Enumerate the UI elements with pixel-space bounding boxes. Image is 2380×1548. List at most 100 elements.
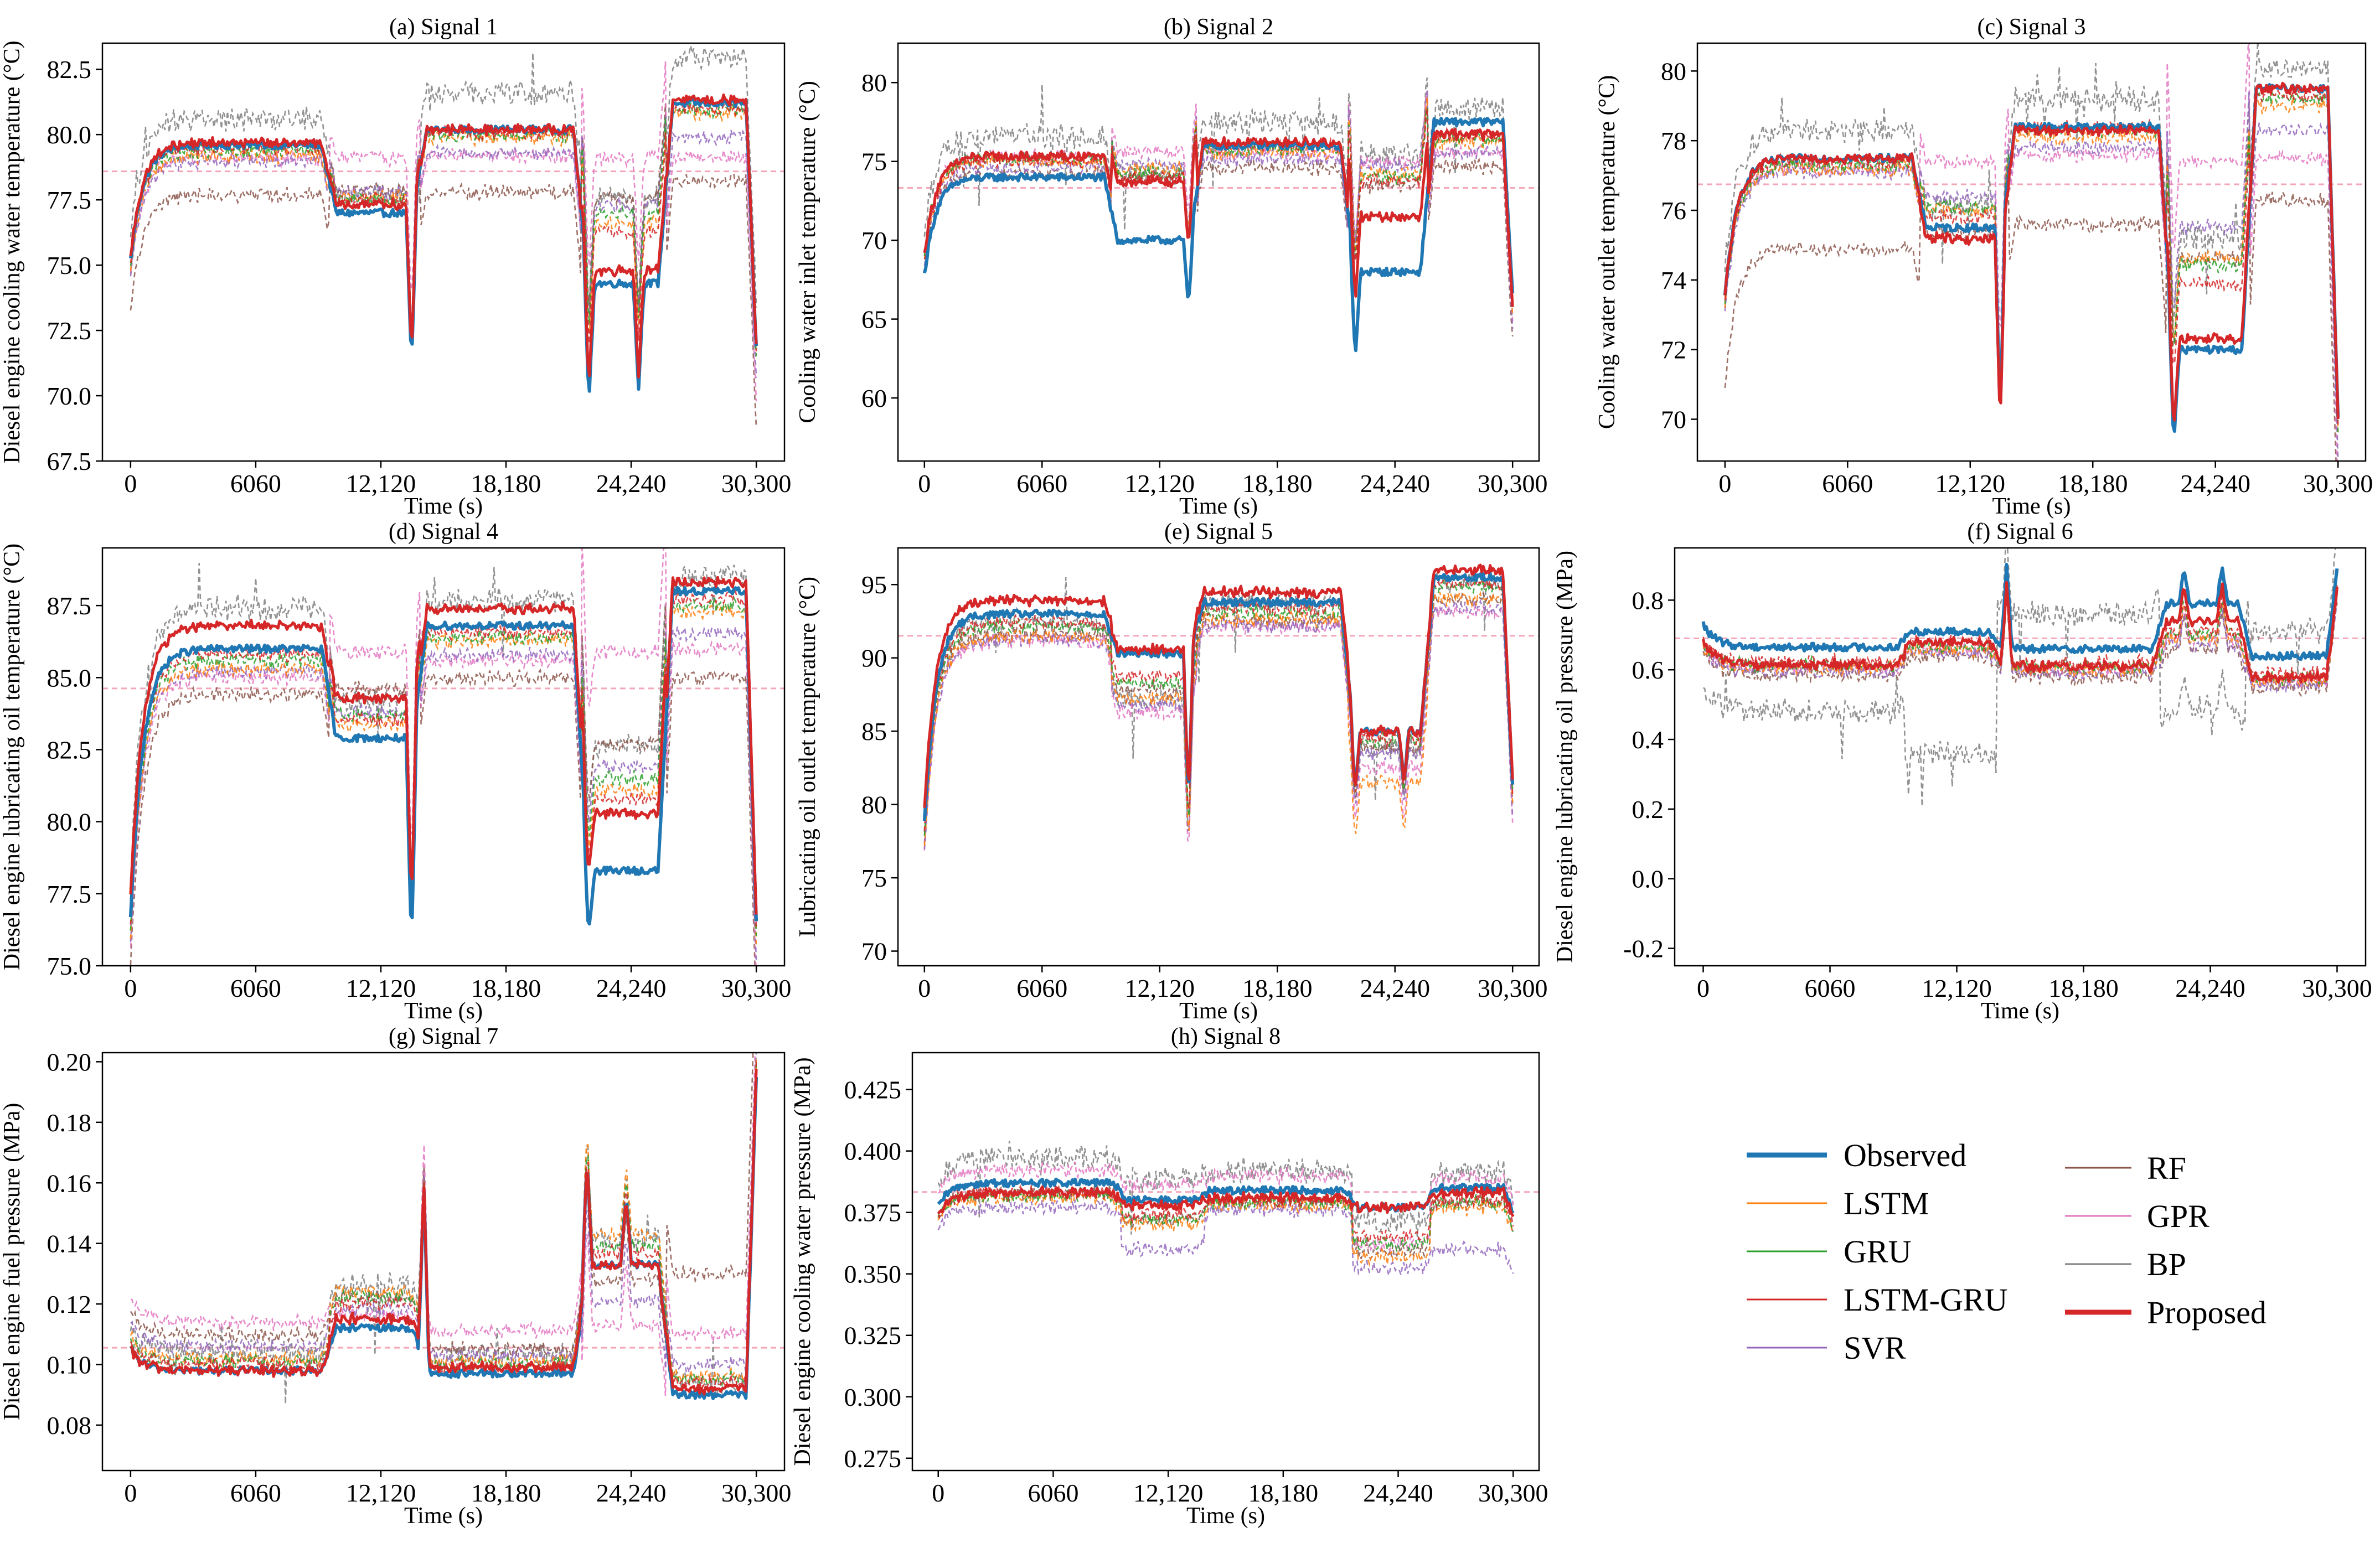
y-axis: 70 75 80 85 90 95 Lubricating oil outlet tempe…: [795, 571, 898, 966]
legend-item-gru: GRU: [1747, 1234, 1911, 1270]
legend-item-lstm-gru: LSTM-GRU: [1747, 1282, 2007, 1318]
x-tick-label: 0: [932, 1479, 944, 1507]
legend-label-lstm: LSTM: [1844, 1185, 1929, 1221]
series-observed: [129, 1076, 758, 1400]
axes-frame: [1696, 42, 2367, 462]
series-lstm-gru: [1702, 579, 2338, 682]
x-tick-label: 6060: [230, 469, 281, 498]
y-tick-label: 70: [861, 938, 887, 966]
x-tick-label: 6060: [1028, 1479, 1078, 1507]
x-axis-label: Time (s): [404, 494, 483, 519]
panel-title: (g) Signal 7: [389, 1024, 498, 1049]
y-tick-label: 72: [1661, 336, 1686, 364]
x-axis: 0 6060 12,120 18,180 24,240 30,300 Time (s): [124, 1471, 791, 1529]
series-gpr: [130, 548, 757, 966]
panel-signal-8: 0 6060 12,120 18,180 24,240 30,300 Time (s) 0.2…: [790, 1024, 1548, 1529]
y-tick-label: 0.275: [844, 1445, 902, 1473]
x-tick-label: 0: [918, 469, 931, 498]
x-tick-label: 12,120: [1922, 974, 1992, 1002]
series-lstm: [1702, 583, 2338, 689]
legend-label-observed: Observed: [1844, 1137, 1966, 1173]
y-tick-label: 0.16: [47, 1169, 92, 1197]
x-tick-label: 18,180: [471, 469, 541, 498]
y-tick-label: 82.5: [47, 55, 92, 84]
x-tick-label: 0: [124, 1479, 137, 1507]
x-tick-label: 12,120: [1125, 974, 1195, 1002]
x-tick-label: 24,240: [1360, 974, 1430, 1002]
axes-frame: [101, 42, 786, 462]
legend-item-observed: Observed: [1747, 1137, 1966, 1173]
x-tick-label: 6060: [230, 1479, 281, 1507]
axes-frame: [101, 1052, 786, 1472]
series-gru: [937, 1185, 1514, 1253]
legend-label-gru: GRU: [1844, 1234, 1911, 1270]
x-axis: 0 6060 12,120 18,180 24,240 30,300 Time (s): [932, 1471, 1548, 1529]
panel-title: (e) Signal 5: [1164, 519, 1273, 545]
y-tick-label: 72.5: [47, 317, 92, 345]
x-tick-label: 12,120: [346, 469, 416, 498]
x-axis: 0 6060 12,120 18,180 24,240 30,300 Time (s): [1697, 966, 2372, 1024]
x-tick-label: 0: [1697, 974, 1710, 1002]
series-lstm-gru: [923, 108, 1514, 303]
legend-label-rf: RF: [2147, 1150, 2186, 1186]
series-gpr: [1724, 43, 2338, 461]
y-tick-label: 78: [1661, 127, 1686, 155]
y-tick-label: 0.20: [47, 1048, 92, 1076]
x-tick-label: 30,300: [721, 974, 792, 1002]
y-tick-label: 74: [1661, 266, 1686, 294]
plot-area: [102, 45, 784, 428]
legend-item-svr: SVR: [1747, 1330, 1906, 1366]
x-tick-label: 6060: [230, 974, 281, 1002]
axes-frame: [897, 42, 1540, 462]
series-svr: [1724, 91, 2339, 459]
x-axis: 0 6060 12,120 18,180 24,240 30,300 Time (s): [124, 461, 791, 519]
y-tick-label: 85.0: [47, 664, 92, 692]
axes-frame: [911, 1052, 1540, 1472]
y-tick-label: 0.8: [1632, 586, 1664, 614]
y-tick-label: 77.5: [47, 186, 92, 214]
legend-item-bp: BP: [2065, 1246, 2186, 1282]
series-lstm: [130, 1059, 757, 1384]
y-axis-label: Diesel engine fuel pressure (MPa): [0, 1103, 25, 1421]
x-axis-label: Time (s): [1179, 998, 1258, 1024]
series-gpr: [130, 1053, 756, 1396]
x-tick-label: 12,120: [1935, 469, 2006, 498]
series-observed: [1701, 563, 2339, 661]
series-proposed: [129, 93, 758, 379]
legend-label-svr: SVR: [1844, 1330, 1906, 1366]
series-rf: [130, 1053, 754, 1360]
series-lstm: [923, 97, 1514, 315]
series-rf: [130, 605, 756, 966]
x-axis-label: Time (s): [1186, 1503, 1265, 1529]
y-tick-label: 0.300: [844, 1383, 902, 1411]
legend: Observed LSTM GRU LSTM-GRU SVR RF GPR B: [1747, 1137, 2267, 1366]
plot-area: [1675, 548, 2366, 807]
y-tick-label: 0.4: [1632, 726, 1664, 754]
y-tick-label: 70: [861, 226, 887, 255]
y-tick-label: 0.14: [47, 1230, 92, 1258]
y-axis: 67.5 70.0 72.5 75.0 77.5 80.0 82.5 Diesel engin…: [0, 40, 102, 475]
x-tick-label: 18,180: [471, 1479, 541, 1507]
series-proposed: [129, 576, 758, 915]
series-lstm: [130, 604, 757, 945]
x-axis-label: Time (s): [404, 998, 483, 1024]
panel-title: (d) Signal 4: [389, 519, 498, 545]
series-rf: [1724, 129, 2337, 461]
y-tick-label: 0.325: [844, 1322, 902, 1350]
x-tick-label: 30,300: [1478, 974, 1548, 1002]
y-tick-label: 65: [861, 306, 887, 334]
y-tick-label: 76: [1661, 196, 1686, 225]
legend-label-proposed: Proposed: [2147, 1295, 2267, 1330]
series-bp: [130, 563, 757, 926]
y-tick-label: 0.2: [1632, 795, 1664, 824]
legend-label-gpr: GPR: [2147, 1198, 2209, 1234]
axes-frame: [101, 547, 786, 967]
x-axis: 0 6060 12,120 18,180 24,240 30,300 Time (s): [918, 966, 1547, 1024]
x-tick-label: 30,300: [1478, 469, 1548, 498]
y-tick-label: 0.400: [844, 1137, 902, 1166]
x-axis: 0 6060 12,120 18,180 24,240 30,300 Time (s): [124, 966, 791, 1024]
y-tick-label: 80: [1661, 57, 1686, 85]
y-axis-label: Cooling water inlet temperature (°C): [795, 81, 820, 423]
